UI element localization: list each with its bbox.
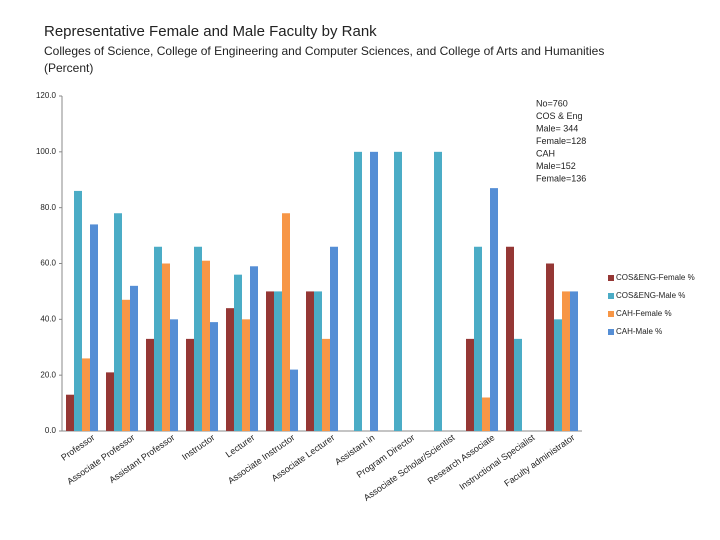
x-tick-label: Instructional Specialist bbox=[457, 432, 536, 492]
bar bbox=[314, 291, 322, 431]
bar bbox=[330, 246, 338, 431]
x-tick-label: Associate Professor bbox=[65, 432, 136, 486]
bar bbox=[514, 338, 522, 431]
bar bbox=[82, 358, 90, 431]
x-tick-label: Research Associate bbox=[426, 432, 497, 486]
bar bbox=[106, 372, 114, 431]
bar bbox=[490, 188, 498, 431]
x-tick-label: Instructor bbox=[180, 432, 216, 462]
bar bbox=[282, 213, 290, 431]
annotation: Female=136 bbox=[536, 173, 586, 183]
x-tick-label: Assistant Professor bbox=[107, 432, 176, 485]
legend-label: COS&ENG-Male % bbox=[616, 291, 685, 300]
x-tick-label: Lecturer bbox=[224, 432, 257, 459]
annotation: Male= 344 bbox=[536, 123, 578, 133]
bar bbox=[354, 151, 362, 432]
y-tick-label: 100.0 bbox=[36, 147, 57, 156]
bar bbox=[322, 338, 330, 431]
legend-label: CAH-Male % bbox=[616, 327, 662, 336]
bar bbox=[570, 291, 578, 431]
bar bbox=[474, 246, 482, 431]
bar bbox=[90, 224, 98, 431]
annotation: No=760 bbox=[536, 98, 568, 108]
bar bbox=[466, 338, 474, 431]
x-tick-label: Faculty administrator bbox=[502, 432, 576, 488]
legend-swatch bbox=[608, 293, 614, 299]
bar bbox=[482, 397, 490, 431]
y-tick-label: 80.0 bbox=[40, 203, 56, 212]
legend-label: CAH-Female % bbox=[616, 309, 672, 318]
y-tick-label: 120.0 bbox=[36, 91, 57, 100]
bar bbox=[74, 190, 82, 431]
bar bbox=[554, 319, 562, 431]
bar bbox=[210, 322, 218, 431]
annotation: COS & Eng bbox=[536, 111, 583, 121]
bar bbox=[266, 291, 274, 431]
bar bbox=[434, 151, 442, 432]
y-tick-label: 60.0 bbox=[40, 259, 56, 268]
bar bbox=[226, 308, 234, 431]
bar bbox=[250, 266, 258, 431]
bar bbox=[562, 291, 570, 431]
bar bbox=[114, 213, 122, 431]
y-tick-label: 0.0 bbox=[45, 426, 57, 435]
annotation: CAH bbox=[536, 148, 555, 158]
bar bbox=[154, 246, 162, 431]
bar bbox=[546, 263, 554, 431]
x-tick-label: Professor bbox=[59, 432, 96, 462]
bar bbox=[170, 319, 178, 431]
annotation: Male=152 bbox=[536, 161, 576, 171]
legend-swatch bbox=[608, 311, 614, 317]
bar bbox=[394, 151, 402, 432]
bar bbox=[242, 319, 250, 431]
x-tick-label: Associate Instructor bbox=[226, 432, 296, 486]
bar bbox=[274, 291, 282, 431]
legend-label: COS&ENG-Female % bbox=[616, 273, 695, 282]
bar bbox=[122, 299, 130, 431]
legend-swatch bbox=[608, 329, 614, 335]
bar bbox=[162, 263, 170, 431]
chart-subtitle: Colleges of Science, College of Engineer… bbox=[44, 44, 604, 58]
bar bbox=[306, 291, 314, 431]
chart-subtitle: (Percent) bbox=[44, 61, 93, 75]
bar bbox=[130, 285, 138, 431]
bar bbox=[506, 246, 514, 431]
bar bbox=[202, 260, 210, 431]
y-tick-label: 40.0 bbox=[40, 314, 56, 323]
annotation: Female=128 bbox=[536, 136, 586, 146]
bar bbox=[186, 338, 194, 431]
bar bbox=[370, 151, 378, 432]
bar bbox=[290, 369, 298, 431]
bar bbox=[146, 338, 154, 431]
legend-swatch bbox=[608, 275, 614, 281]
bar bbox=[66, 394, 74, 431]
chart-title: Representative Female and Male Faculty b… bbox=[44, 23, 377, 40]
bar bbox=[234, 274, 242, 431]
bar bbox=[194, 246, 202, 431]
y-tick-label: 20.0 bbox=[40, 370, 56, 379]
